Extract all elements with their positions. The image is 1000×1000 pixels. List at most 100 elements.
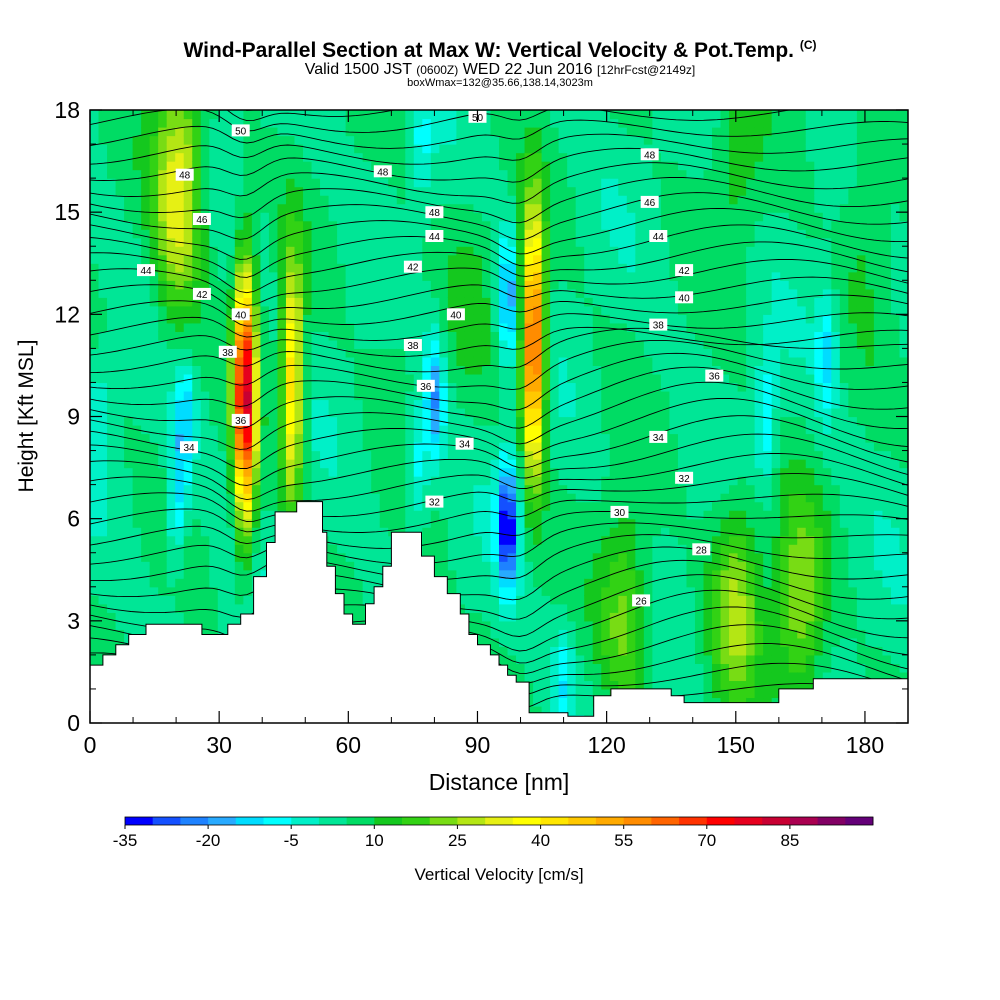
velocity-cell — [558, 527, 568, 537]
velocity-cell — [294, 288, 304, 298]
velocity-cell — [533, 382, 543, 392]
velocity-cell — [447, 118, 457, 128]
velocity-cell — [601, 620, 611, 630]
velocity-cell — [345, 271, 355, 281]
velocity-cell — [490, 229, 500, 239]
velocity-cell — [379, 246, 389, 256]
velocity-cell — [337, 373, 347, 384]
velocity-cell — [507, 459, 517, 469]
velocity-cell — [158, 110, 168, 120]
velocity-cell — [575, 144, 585, 154]
velocity-cell — [405, 425, 415, 435]
velocity-cell — [226, 373, 236, 384]
velocity-cell — [226, 586, 236, 596]
velocity-cell — [90, 467, 100, 477]
velocity-cell — [422, 271, 432, 281]
velocity-cell — [141, 152, 151, 162]
velocity-cell — [456, 203, 466, 213]
velocity-cell — [430, 178, 440, 188]
velocity-cell — [251, 510, 262, 520]
velocity-cell — [115, 339, 125, 349]
velocity-cell — [294, 161, 304, 171]
velocity-cell — [354, 322, 364, 332]
velocity-cell — [626, 203, 636, 213]
velocity-cell — [618, 178, 628, 188]
velocity-cell — [132, 561, 142, 571]
velocity-cell — [328, 152, 338, 162]
velocity-cell — [464, 203, 475, 213]
velocity-cell — [379, 501, 389, 511]
velocity-cell — [507, 144, 517, 154]
velocity-cell — [354, 305, 364, 315]
velocity-cell — [396, 254, 406, 264]
velocity-cell — [328, 203, 338, 213]
velocity-cell — [422, 186, 432, 196]
velocity-cell — [158, 161, 168, 171]
velocity-cell — [107, 288, 117, 298]
velocity-cell — [209, 314, 219, 324]
velocity-cell — [550, 535, 560, 545]
velocity-cell — [396, 135, 406, 145]
velocity-cell — [285, 229, 296, 239]
velocity-cell — [618, 280, 628, 290]
velocity-cell — [303, 450, 313, 460]
velocity-cell — [243, 493, 253, 503]
velocity-cell — [303, 203, 313, 213]
velocity-cell — [243, 280, 253, 290]
velocity-cell — [107, 569, 117, 579]
velocity-cell — [481, 212, 492, 222]
velocity-cell — [524, 246, 534, 256]
velocity-cell — [294, 203, 304, 213]
velocity-cell — [354, 476, 364, 486]
velocity-cell — [337, 433, 347, 443]
velocity-cell — [260, 127, 270, 137]
velocity-cell — [192, 356, 202, 367]
velocity-cell — [132, 578, 142, 588]
velocity-cell — [473, 203, 483, 213]
velocity-cell — [115, 399, 125, 409]
velocity-cell — [183, 595, 193, 605]
velocity-cell — [294, 178, 304, 188]
velocity-cell — [626, 169, 636, 179]
velocity-cell — [447, 459, 457, 469]
velocity-cell — [575, 390, 585, 401]
velocity-cell — [107, 603, 117, 613]
velocity-cell — [268, 322, 279, 332]
velocity-cell — [107, 246, 117, 256]
velocity-cell — [337, 518, 347, 528]
velocity-cell — [311, 493, 321, 503]
velocity-cell — [268, 382, 279, 392]
velocity-cell — [141, 407, 151, 418]
velocity-cell — [550, 467, 560, 477]
velocity-cell — [626, 280, 636, 290]
velocity-cell — [107, 586, 117, 596]
velocity-cell — [533, 237, 543, 247]
velocity-cell — [379, 339, 389, 349]
velocity-cell — [439, 356, 449, 367]
velocity-cell — [268, 493, 279, 503]
velocity-cell — [473, 459, 483, 469]
velocity-cell — [260, 467, 270, 477]
velocity-cell — [90, 629, 100, 639]
velocity-cell — [516, 297, 526, 307]
velocity-cell — [90, 586, 100, 596]
velocity-cell — [473, 425, 483, 435]
velocity-cell — [115, 390, 125, 401]
velocity-cell — [618, 552, 628, 562]
velocity-cell — [626, 127, 636, 137]
velocity-cell — [507, 263, 517, 273]
velocity-cell — [601, 425, 611, 435]
velocity-cell — [209, 450, 219, 460]
velocity-cell — [550, 169, 560, 179]
velocity-cell — [132, 118, 142, 128]
velocity-cell — [422, 314, 432, 324]
velocity-cell — [388, 178, 398, 188]
velocity-cell — [609, 476, 619, 486]
velocity-cell — [294, 450, 304, 460]
velocity-cell — [132, 450, 142, 460]
velocity-cell — [158, 263, 168, 273]
velocity-cell — [175, 390, 185, 401]
velocity-cell — [115, 305, 125, 315]
velocity-cell — [217, 356, 227, 367]
velocity-cell — [473, 476, 483, 486]
